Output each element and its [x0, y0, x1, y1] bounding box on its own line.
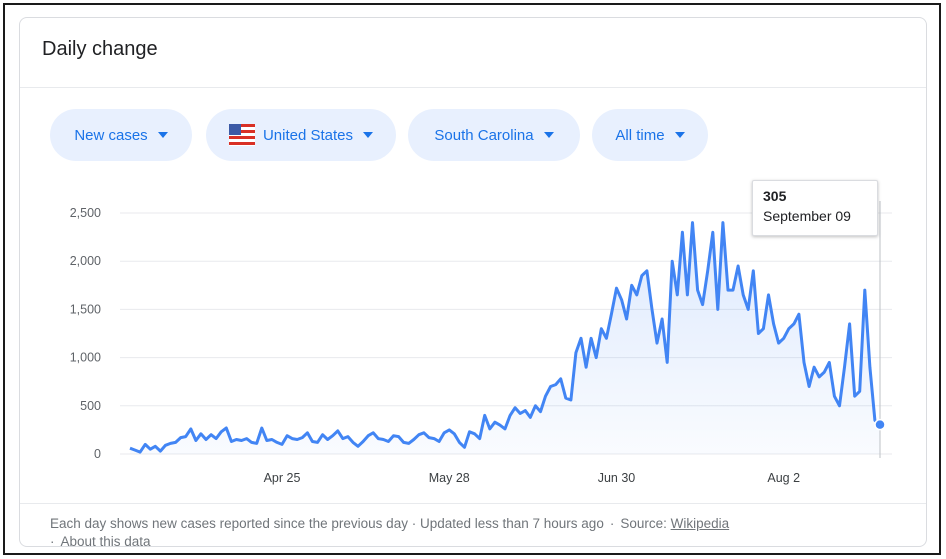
about-data-link[interactable]: About this data — [60, 534, 151, 547]
title-divider — [20, 87, 926, 88]
country-filter-chip[interactable]: United States — [206, 109, 396, 161]
metric-filter-label: New cases — [74, 126, 148, 144]
x-tick-label: Apr 25 — [264, 471, 301, 485]
wikipedia-link[interactable]: Wikipedia — [670, 516, 730, 531]
footer-divider — [20, 503, 926, 504]
card-footer: Each day shows new cases reported since … — [50, 516, 730, 547]
region-filter-chip[interactable]: South Carolina — [408, 109, 580, 161]
caret-down-icon — [157, 132, 168, 138]
card-title: Daily change — [42, 38, 158, 60]
tooltip-value: 305 — [763, 188, 787, 204]
x-tick-label: May 28 — [429, 471, 470, 485]
x-tick-label: Jun 30 — [598, 471, 636, 485]
caret-down-icon — [363, 132, 374, 138]
us-flag-icon — [228, 124, 255, 146]
y-tick-label: 500 — [80, 399, 101, 413]
series-area — [130, 222, 880, 454]
y-tick-label: 2,500 — [70, 206, 101, 220]
screenshot-frame: Daily change New cases United States Sou… — [3, 3, 941, 555]
range-filter-label: All time — [615, 126, 665, 144]
y-tick-label: 1,500 — [70, 302, 101, 316]
y-tick-label: 0 — [94, 447, 101, 461]
daily-change-card: Daily change New cases United States Sou… — [19, 17, 927, 547]
series-line — [129, 221, 881, 454]
region-filter-label: South Carolina — [434, 126, 534, 144]
country-filter-label: United States — [262, 126, 354, 144]
metric-filter-chip[interactable]: New cases — [50, 109, 192, 161]
y-tick-label: 1,000 — [70, 351, 101, 365]
daily-cases-chart: 0 500 1,000 1,500 2,000 2,500 Apr 25 May 28 Jun … — [70, 201, 892, 485]
highlight-point — [874, 418, 886, 431]
caret-down-icon — [543, 132, 554, 138]
source-label: Source: — [620, 516, 667, 531]
caret-down-icon — [674, 132, 685, 138]
chart-tooltip: 305 September 09 — [752, 180, 878, 236]
y-tick-label: 2,000 — [70, 254, 101, 268]
range-filter-chip[interactable]: All time — [592, 109, 708, 161]
footer-description: Each day shows new cases reported since … — [50, 516, 604, 531]
x-tick-label: Aug 2 — [767, 471, 800, 485]
tooltip-date: September 09 — [763, 208, 851, 224]
